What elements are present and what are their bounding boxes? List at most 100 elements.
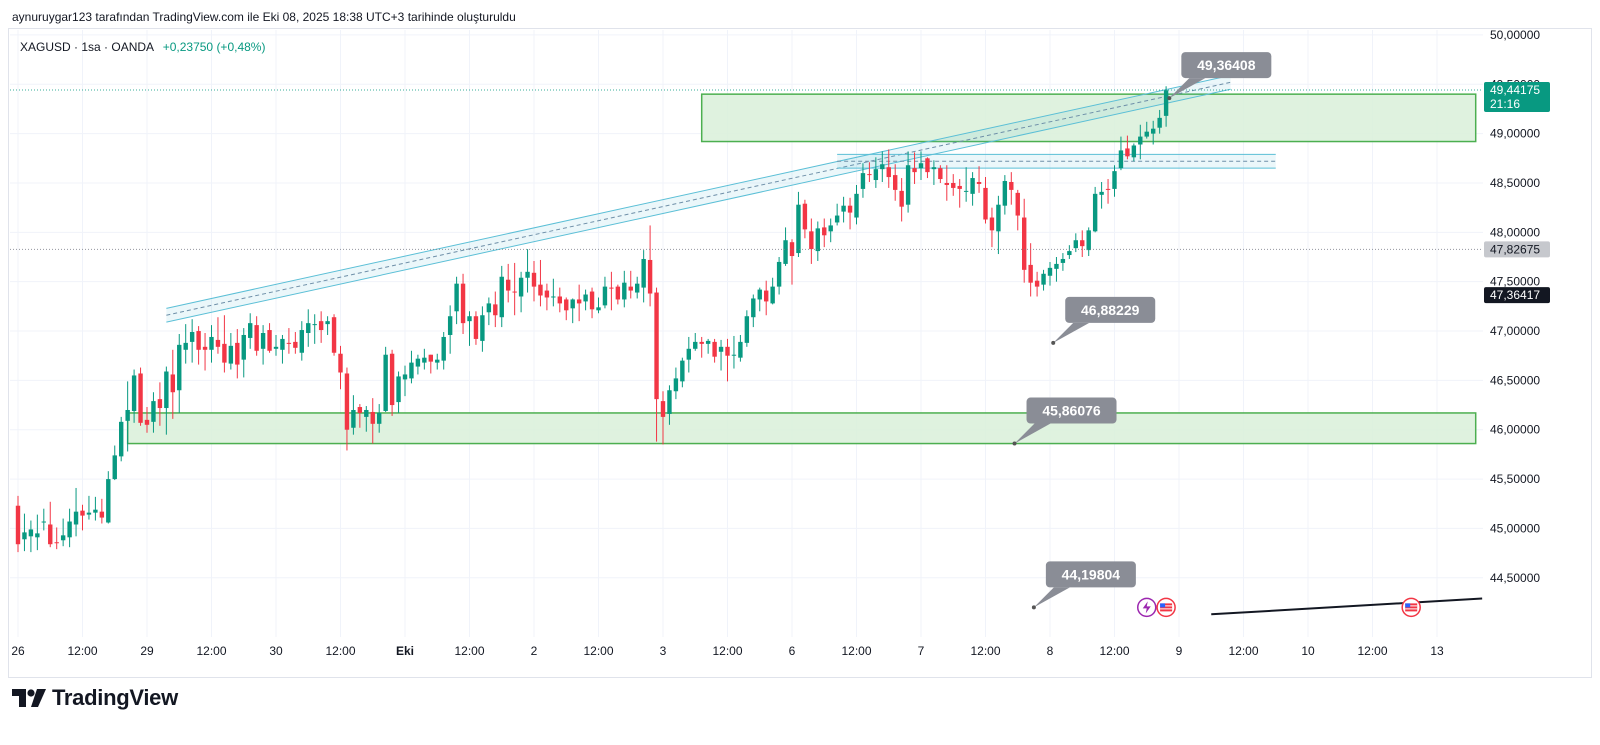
y-tick-label: 46,50000 bbox=[1490, 373, 1540, 387]
candle-body bbox=[196, 331, 201, 350]
candle bbox=[183, 324, 188, 364]
callout-pointer bbox=[1053, 322, 1090, 343]
candle bbox=[963, 167, 969, 202]
price-lines-layer bbox=[10, 89, 1483, 250]
candle-body bbox=[22, 532, 27, 540]
candle bbox=[1138, 124, 1143, 160]
candle bbox=[673, 367, 679, 400]
candle bbox=[628, 270, 633, 299]
candle-body bbox=[622, 282, 627, 300]
candle-body bbox=[783, 240, 788, 264]
x-tick-label: 12:00 bbox=[454, 644, 484, 658]
candle bbox=[125, 381, 130, 452]
candle bbox=[744, 310, 750, 347]
symbol-legend[interactable]: XAGUSD · 1sa · OANDA +0,23750 (+0,48%) bbox=[20, 40, 265, 54]
candle bbox=[544, 283, 550, 311]
candle-body bbox=[564, 299, 569, 311]
y-axis[interactable]: 44,50000 45,00000 45,50000 46,00000 46,50000… bbox=[1484, 28, 1550, 585]
candle-body bbox=[299, 330, 304, 353]
callout-box bbox=[1045, 561, 1136, 588]
candle-body bbox=[1002, 181, 1008, 206]
x-tick-label: 26 bbox=[11, 644, 25, 658]
candle-body bbox=[764, 290, 769, 302]
x-tick-label: 12:00 bbox=[1228, 644, 1258, 658]
x-tick-label: 12:00 bbox=[196, 644, 226, 658]
candle bbox=[318, 311, 324, 343]
candle-body bbox=[815, 228, 820, 252]
x-axis[interactable]: 26 12:00 29 12:00 30 12:00 Eki 12:00 2 12:00 3 12:0… bbox=[11, 644, 1444, 658]
candle bbox=[1157, 109, 1162, 134]
candle-body bbox=[822, 227, 827, 236]
price-label: 49,44175 bbox=[1490, 83, 1540, 97]
candle bbox=[854, 184, 859, 225]
candle bbox=[551, 278, 556, 307]
candle-body bbox=[331, 317, 337, 353]
tradingview-logo[interactable]: TradingView bbox=[12, 685, 178, 710]
candle-body bbox=[48, 524, 53, 545]
candle-body bbox=[647, 259, 653, 294]
candle bbox=[170, 349, 175, 419]
zones-layer bbox=[126, 93, 1477, 445]
candle-body bbox=[222, 343, 227, 363]
candle-body bbox=[183, 342, 188, 350]
candle bbox=[1099, 181, 1104, 209]
candle bbox=[396, 371, 401, 413]
candle bbox=[944, 165, 949, 201]
candle-body bbox=[402, 374, 408, 380]
candle-body bbox=[931, 167, 937, 170]
candle bbox=[506, 263, 511, 303]
candle bbox=[1112, 165, 1117, 197]
candle bbox=[80, 504, 85, 531]
candle-body bbox=[131, 375, 137, 411]
x-tick-label: 2 bbox=[531, 644, 538, 658]
candle bbox=[886, 149, 891, 188]
candle bbox=[802, 199, 808, 239]
chart-frame[interactable] bbox=[8, 28, 1592, 678]
candle bbox=[222, 315, 227, 373]
candle-body bbox=[467, 316, 472, 322]
candle bbox=[235, 329, 240, 379]
candle-body bbox=[976, 181, 982, 184]
candle bbox=[1002, 175, 1008, 215]
y-tick-label: 45,50000 bbox=[1490, 472, 1540, 486]
candle-body bbox=[499, 276, 504, 318]
candle bbox=[789, 239, 795, 285]
candle bbox=[486, 297, 492, 326]
candle bbox=[809, 218, 814, 264]
candle-body bbox=[712, 341, 717, 357]
candle bbox=[112, 445, 117, 481]
candle-body bbox=[576, 299, 582, 304]
candle-body bbox=[293, 341, 298, 348]
candle-body bbox=[273, 346, 279, 349]
price-label-bg bbox=[1484, 287, 1550, 304]
candle-body bbox=[1092, 193, 1098, 232]
candle-body bbox=[667, 390, 672, 414]
symbol-change: +0,23750 (+0,48%) bbox=[162, 40, 266, 54]
candle bbox=[622, 270, 627, 308]
candle-body bbox=[1131, 145, 1137, 158]
price-chart[interactable]: 49,36408 46,88229 45,86076 44,19804 44,5000… bbox=[0, 0, 1600, 680]
trend-line bbox=[1211, 597, 1483, 616]
candle bbox=[609, 271, 614, 311]
candle-body bbox=[686, 348, 691, 360]
candle bbox=[970, 172, 975, 206]
candle-body bbox=[699, 341, 704, 344]
price-callout: 49,36408 bbox=[1167, 52, 1272, 101]
candle-body bbox=[447, 316, 453, 335]
candle-body bbox=[396, 376, 401, 403]
candle-body bbox=[1041, 273, 1046, 285]
candle bbox=[731, 335, 737, 369]
y-tick-label: 47,00000 bbox=[1490, 324, 1540, 338]
candle-body bbox=[364, 409, 369, 417]
callout-label: 45,86076 bbox=[1042, 403, 1101, 419]
candle bbox=[757, 287, 762, 312]
candle-body bbox=[441, 336, 446, 361]
candle-body bbox=[267, 330, 272, 351]
candle bbox=[389, 349, 395, 416]
candle bbox=[1067, 245, 1072, 259]
candle bbox=[119, 416, 124, 462]
candle bbox=[67, 508, 72, 548]
candle-body bbox=[718, 346, 724, 352]
candle bbox=[564, 297, 569, 321]
price-callout: 46,88229 bbox=[1051, 296, 1156, 345]
